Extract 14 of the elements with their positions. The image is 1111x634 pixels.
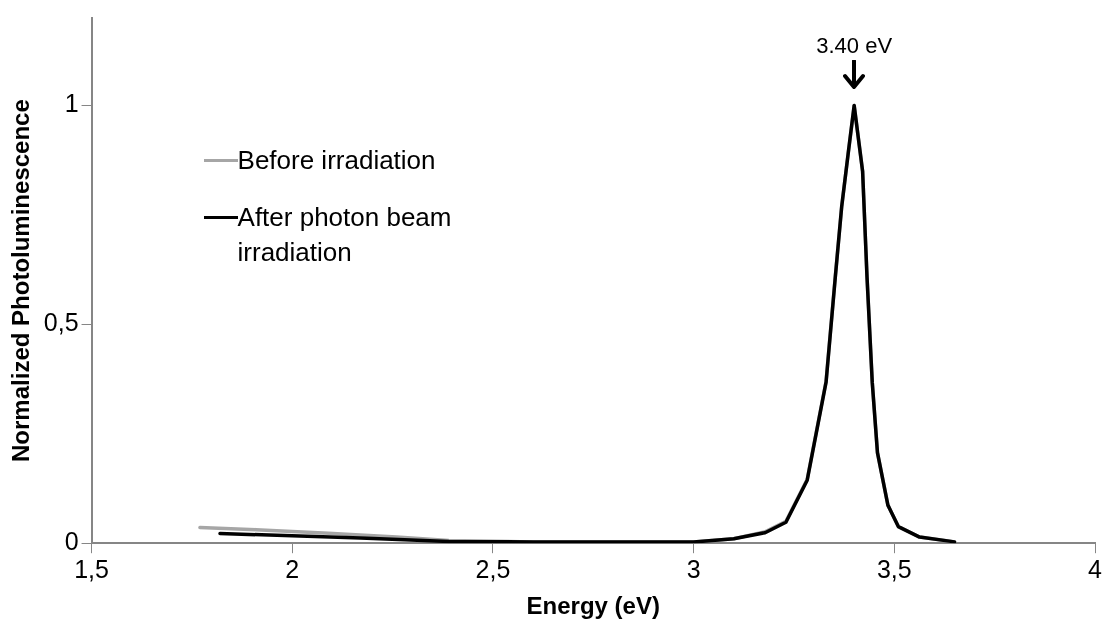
x-tick-label: 3 <box>686 555 701 584</box>
legend-label: Before irradiation <box>237 144 436 177</box>
x-tick-label: 3,5 <box>876 555 912 584</box>
x-tick-label: 2 <box>285 555 300 584</box>
y-tick-label: 0 <box>64 527 79 556</box>
legend-label: After photon beam irradiation <box>237 201 453 270</box>
x-tick-label: 2,5 <box>475 555 511 584</box>
x-tick-label: 4 <box>1088 555 1103 584</box>
y-tick-label: 0,5 <box>43 308 79 337</box>
x-axis-title: Energy (eV) <box>526 592 660 620</box>
y-tick-label: 1 <box>64 89 79 118</box>
y-axis-title: Normalized Photoluminescence <box>7 99 35 462</box>
x-tick-label: 1,5 <box>74 555 109 584</box>
annotation: 3.40 eV <box>816 32 893 58</box>
